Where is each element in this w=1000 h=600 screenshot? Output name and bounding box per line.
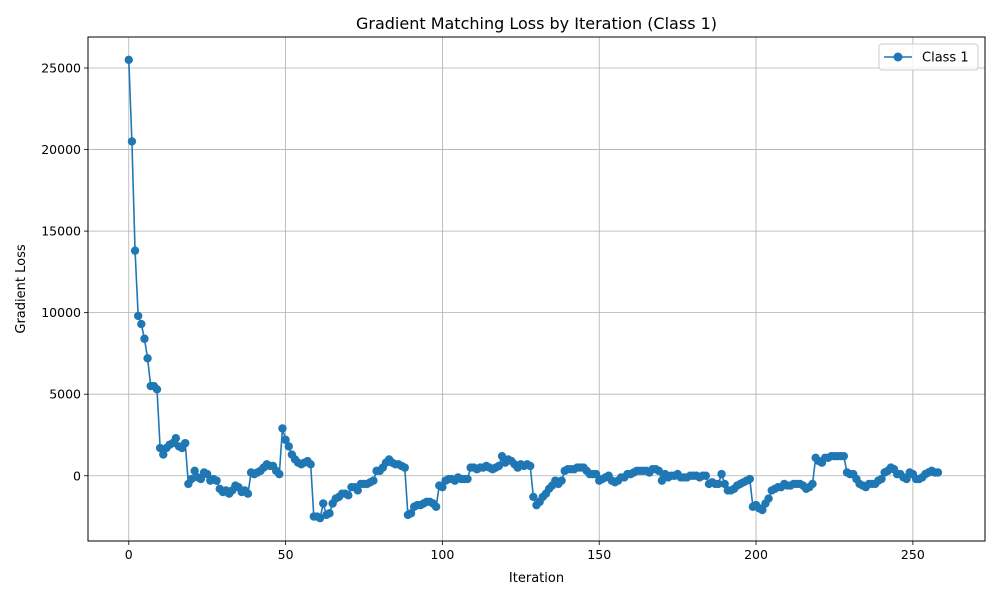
data-point — [275, 469, 284, 479]
legend-label-class-1: Class 1 — [922, 51, 969, 66]
data-point — [400, 463, 409, 472]
data-point — [808, 479, 817, 489]
legend-marker — [893, 52, 903, 62]
data-point — [714, 479, 723, 489]
data-point — [155, 443, 165, 453]
data-point — [181, 438, 190, 448]
data-point — [325, 509, 334, 518]
x-axis-label: Iteration — [509, 571, 564, 586]
data-point — [839, 451, 849, 461]
data-point — [745, 474, 754, 484]
legend-box — [878, 43, 979, 71]
data-point — [557, 476, 566, 485]
data-point — [137, 319, 146, 329]
data-point — [243, 489, 253, 498]
data-point — [143, 354, 152, 363]
data-point — [764, 494, 773, 503]
data-point — [278, 424, 287, 433]
chart-title: Gradient Matching Loss by Iteration (Cla… — [356, 14, 717, 33]
x-tick-label: 250 — [901, 547, 925, 562]
grid — [88, 37, 985, 541]
data-point — [353, 486, 362, 495]
data-point — [127, 137, 137, 146]
data-point — [159, 450, 168, 459]
x-tick-label: 100 — [430, 547, 454, 562]
series-class-1 — [124, 55, 943, 523]
data-point — [202, 469, 212, 479]
axis-ticks: 0 50 100 150 200 250 0 5000 10000 15000 20000 25000 — [41, 60, 925, 562]
data-point — [319, 499, 328, 508]
legend: Class 1 — [878, 43, 979, 71]
data-point — [369, 476, 378, 485]
plot-frame — [87, 36, 986, 542]
x-tick-label: 0 — [125, 547, 133, 562]
data-point — [526, 461, 535, 471]
y-axis-label: Gradient Loss — [14, 244, 29, 333]
data-point — [591, 469, 601, 479]
data-point — [654, 466, 664, 476]
data-point — [124, 55, 133, 65]
x-tick-label: 150 — [587, 547, 611, 562]
data-point — [758, 505, 767, 515]
data-point — [529, 492, 538, 502]
data-point — [281, 435, 290, 445]
data-point — [284, 442, 293, 451]
data-point — [133, 311, 143, 321]
data-point — [196, 474, 206, 484]
data-point — [171, 434, 181, 443]
data-point — [463, 474, 472, 484]
y-tick-label: 0 — [73, 468, 81, 483]
data-point — [406, 509, 416, 518]
y-tick-label: 25000 — [41, 60, 81, 75]
data-point — [130, 246, 140, 255]
y-tick-label: 5000 — [49, 387, 81, 402]
y-tick-label: 20000 — [41, 142, 81, 157]
data-point — [877, 474, 886, 484]
data-point — [701, 471, 711, 480]
data-point — [190, 466, 199, 476]
data-point — [431, 502, 441, 511]
data-point — [497, 451, 507, 461]
data-point — [720, 479, 729, 489]
data-point — [152, 385, 162, 394]
data-point — [344, 491, 353, 500]
data-point — [902, 474, 911, 484]
data-point — [717, 469, 726, 479]
data-point — [494, 461, 504, 471]
data-point — [140, 334, 149, 343]
data-point — [657, 476, 667, 485]
x-tick-label: 200 — [744, 547, 768, 562]
x-tick-label: 50 — [278, 547, 294, 562]
data-point — [306, 460, 315, 469]
y-tick-label: 10000 — [41, 305, 81, 320]
data-point — [212, 476, 221, 485]
data-point — [315, 513, 325, 523]
data-point — [933, 468, 943, 477]
data-point — [438, 482, 447, 492]
y-tick-label: 15000 — [41, 224, 81, 239]
